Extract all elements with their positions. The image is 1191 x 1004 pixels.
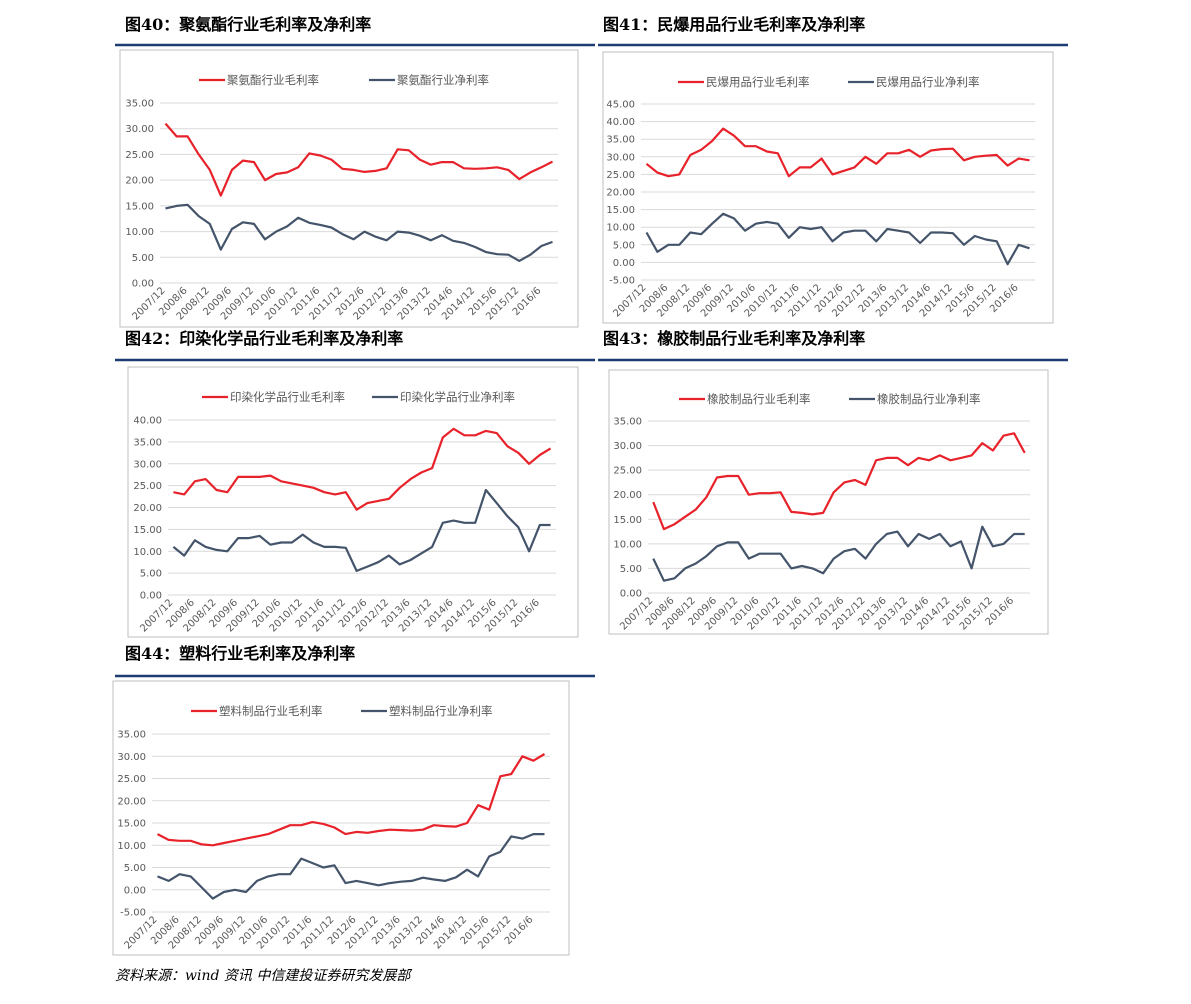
series-line (173, 427, 552, 511)
y-tick-label: 5.00 (132, 253, 154, 264)
y-tick-label: 10.00 (133, 547, 162, 558)
y-tick-label: 0.00 (620, 589, 642, 600)
y-tick-label: 35.00 (133, 437, 162, 448)
series-line (156, 753, 546, 847)
y-tick-label: 35.00 (606, 135, 635, 146)
chart-heading: 图42：印染化学品行业毛利率及净利率 (125, 329, 403, 348)
y-tick-label: 30.00 (606, 152, 635, 163)
y-tick-label: -5.00 (120, 908, 146, 919)
legend-label: 印染化学品行业毛利率 (230, 390, 345, 404)
y-tick-label: 25.00 (133, 481, 162, 492)
chart-frame (608, 369, 1049, 635)
y-tick-label: 20.00 (133, 503, 162, 514)
y-tick-label: 10.00 (125, 227, 154, 238)
y-tick-label: 30.00 (613, 441, 642, 452)
y-tick-label: 20.00 (117, 796, 146, 807)
y-tick-label: 15.00 (613, 515, 642, 526)
y-tick-label: -5.00 (609, 276, 635, 287)
y-tick-label: 5.00 (140, 569, 162, 580)
y-tick-label: 20.00 (606, 188, 635, 199)
legend-label: 塑料制品行业净利率 (389, 704, 493, 718)
y-tick-label: 10.00 (117, 841, 146, 852)
y-tick-label: 15.00 (117, 819, 146, 830)
y-tick-label: 35.00 (613, 417, 642, 428)
y-tick-label: 40.00 (606, 117, 635, 128)
y-tick-label: 5.00 (613, 240, 635, 251)
y-tick-label: 25.00 (125, 150, 154, 161)
y-tick-label: 45.00 (606, 100, 635, 111)
legend-label: 聚氨酯行业毛利率 (227, 73, 319, 87)
series-line (164, 122, 554, 197)
y-tick-label: 10.00 (606, 223, 635, 234)
y-tick-label: 0.00 (132, 279, 154, 290)
y-tick-label: 0.00 (140, 591, 162, 602)
y-tick-label: 35.00 (125, 99, 154, 110)
series-line (645, 212, 1030, 266)
chart-heading: 图40：聚氨酯行业毛利率及净利率 (125, 15, 371, 34)
y-tick-label: 30.00 (117, 752, 146, 763)
legend-label: 橡胶制品行业毛利率 (707, 392, 811, 406)
series-line (172, 488, 551, 572)
y-tick-label: 30.00 (125, 124, 154, 135)
chart-frame (112, 680, 570, 956)
y-tick-label: 5.00 (124, 863, 146, 874)
source-note: 资料来源：wind 资讯 中信建投证券研究发展部 (115, 968, 412, 984)
y-tick-label: 25.00 (606, 170, 635, 181)
y-tick-label: 15.00 (125, 201, 154, 212)
y-tick-label: 0.00 (613, 258, 635, 269)
legend-label: 民爆用品行业净利率 (876, 75, 980, 89)
y-tick-label: 10.00 (613, 539, 642, 550)
y-tick-label: 25.00 (613, 466, 642, 477)
series-line (652, 432, 1026, 531)
chart-heading: 图44：塑料行业毛利率及净利率 (125, 644, 355, 663)
y-tick-label: 5.00 (620, 564, 642, 575)
y-tick-label: 30.00 (133, 459, 162, 470)
legend-label: 民爆用品行业毛利率 (706, 75, 810, 89)
series-line (645, 127, 1030, 178)
legend-label: 橡胶制品行业净利率 (877, 392, 981, 406)
y-tick-label: 15.00 (133, 525, 162, 536)
series-line (652, 525, 1025, 582)
y-tick-label: 20.00 (125, 176, 154, 187)
legend-label: 聚氨酯行业净利率 (397, 73, 489, 87)
y-tick-label: 20.00 (613, 490, 642, 501)
y-tick-label: 25.00 (117, 774, 146, 785)
chart-frame (119, 49, 579, 328)
legend-label: 印染化学品行业净利率 (400, 390, 515, 404)
y-tick-label: 15.00 (606, 205, 635, 216)
chart-frame (602, 51, 1054, 324)
legend-label: 塑料制品行业毛利率 (219, 704, 323, 718)
chart-heading: 图41：民爆用品行业毛利率及净利率 (603, 15, 865, 34)
series-line (165, 203, 553, 262)
y-tick-label: 0.00 (124, 885, 146, 896)
series-line (157, 833, 545, 900)
y-tick-label: 40.00 (133, 416, 162, 427)
chart-heading: 图43：橡胶制品行业毛利率及净利率 (603, 329, 865, 348)
y-tick-label: 35.00 (117, 730, 146, 741)
